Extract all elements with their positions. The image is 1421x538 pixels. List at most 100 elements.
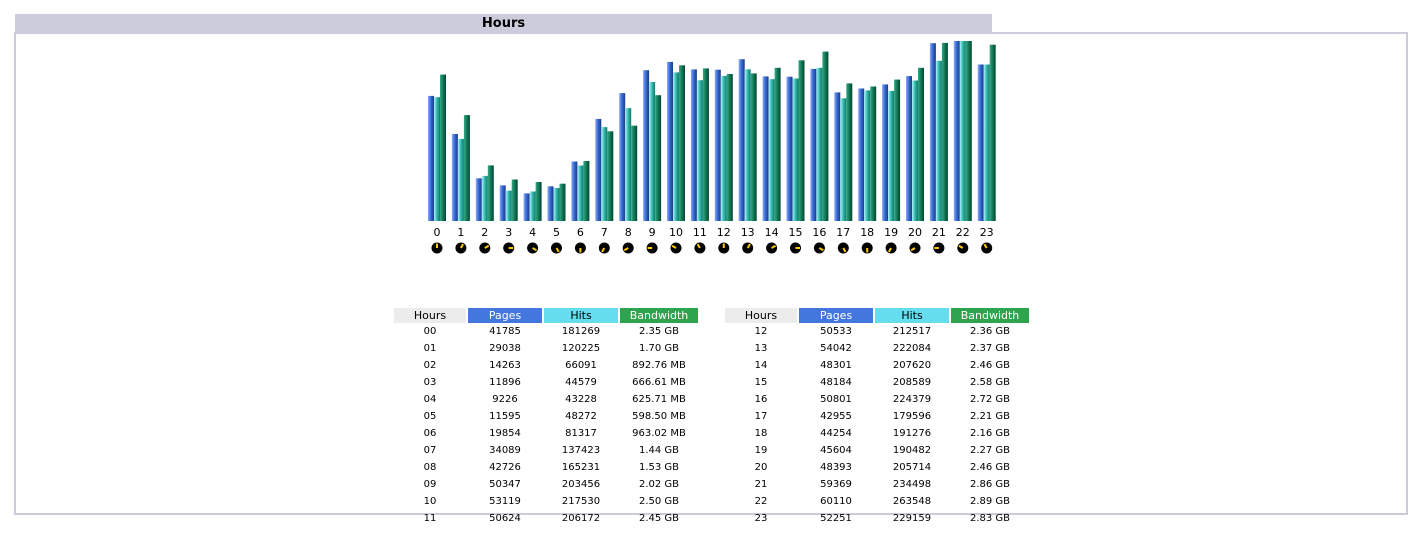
hits-cell: 212517: [892, 326, 932, 337]
hits-bar: [816, 67, 823, 221]
clock-icon: [551, 242, 562, 254]
hour-cell: 20: [754, 462, 768, 473]
hits-cell: 181269: [561, 326, 601, 337]
pages-bar: [738, 59, 745, 222]
table-row: 03 11896 44579 666.61 MB: [394, 374, 698, 391]
x-tick-label: 10: [669, 226, 683, 239]
hits-cell: 208589: [892, 377, 932, 388]
x-tick-label: 6: [577, 226, 584, 239]
table-row: 04 9226 43228 625.71 MB: [394, 391, 698, 408]
hits-bar: [983, 64, 990, 221]
clock-icon: [527, 242, 539, 254]
bandwidth-bar: [655, 95, 662, 221]
pages-cell: 50624: [489, 513, 521, 524]
x-tick-label: 12: [717, 226, 731, 239]
hour-cell: 07: [423, 445, 437, 456]
bandwidth-bar: [918, 67, 924, 221]
x-tick-label: 19: [884, 226, 898, 239]
pages-bar: [810, 68, 817, 222]
section-title: Hours: [15, 14, 992, 33]
bandwidth-cell: 666.61 MB: [632, 377, 686, 388]
hits-bar: [792, 78, 799, 221]
bandwidth-cell: 2.02 GB: [638, 479, 680, 490]
bandwidth-bar: [750, 73, 757, 222]
hours-bar-chart: 0 1 2 3 4 5 6 7 8 9 10 11 12 13 14 15 16 17 18 19 20 21 22 23: [428, 41, 996, 254]
table-row: 17 42955 179596 2.21 GB: [725, 408, 1029, 425]
x-tick-label: 20: [908, 226, 922, 239]
bandwidth-bar: [870, 86, 877, 221]
bandwidth-cell: 2.46 GB: [969, 462, 1011, 473]
bandwidth-cell: 2.16 GB: [969, 428, 1011, 439]
table-row: 06 19854 81317 963.02 MB: [394, 425, 698, 442]
hits-cell: 229159: [892, 513, 932, 524]
table-row: 05 11595 48272 598.50 MB: [394, 408, 698, 425]
pages-bar: [499, 185, 506, 221]
pages-cell: 50347: [489, 479, 521, 490]
pages-cell: 42726: [489, 462, 521, 473]
bandwidth-bar: [941, 42, 948, 222]
x-tick-label: 9: [649, 226, 656, 239]
table-row: 00 41785 181269 2.35 GB: [394, 323, 698, 340]
bandwidth-bar: [679, 65, 685, 221]
bandwidth-cell: 2.86 GB: [969, 479, 1011, 490]
bandwidth-bar: [535, 182, 542, 221]
bandwidth-bar: [487, 165, 494, 221]
bandwidth-bar: [631, 125, 638, 221]
pages-cell: 29038: [489, 343, 521, 354]
hour-cell: 22: [754, 496, 768, 507]
col-header-bandwidth: Bandwidth: [951, 308, 1029, 323]
bandwidth-cell: 2.21 GB: [969, 411, 1011, 422]
clock-icon: [455, 242, 467, 254]
col-header-hits: Hits: [544, 308, 618, 323]
hits-cell: 206172: [561, 513, 601, 524]
x-tick-label: 11: [693, 226, 707, 239]
clock-icon: [646, 242, 658, 254]
hour-cell: 03: [423, 377, 437, 388]
hour-cell: 19: [754, 445, 768, 456]
clock-icon: [598, 242, 610, 254]
bandwidth-cell: 2.46 GB: [969, 360, 1011, 371]
table-row: 12 50533 212517 2.36 GB: [725, 323, 1029, 340]
bandwidth-cell: 2.72 GB: [969, 394, 1011, 405]
hits-bar: [457, 138, 464, 221]
x-tick-label: 1: [457, 226, 464, 239]
x-tick-label: 16: [812, 226, 826, 239]
pages-bar: [667, 61, 673, 222]
clock-icon: [622, 242, 634, 254]
pages-bar: [595, 118, 602, 221]
hits-cell: 43228: [565, 394, 597, 405]
clock-icon: [813, 242, 825, 254]
pages-cell: 44254: [820, 428, 852, 439]
pages-cell: 11595: [489, 411, 521, 422]
hour-cell: 00: [423, 326, 437, 337]
hits-cell: 191276: [892, 428, 932, 439]
hits-bar: [601, 127, 608, 221]
bandwidth-bar: [798, 60, 805, 221]
pages-bar: [762, 76, 769, 222]
x-tick-label: 21: [932, 226, 946, 239]
hits-cell: 190482: [892, 445, 932, 456]
hits-bar: [649, 82, 656, 221]
hits-bar: [744, 69, 751, 221]
bandwidth-cell: 2.50 GB: [638, 496, 680, 507]
clock-icon: [790, 242, 801, 254]
hits-cell: 66091: [565, 360, 597, 371]
bandwidth-cell: 2.58 GB: [969, 377, 1011, 388]
clock-icon: [479, 242, 491, 254]
hour-cell: 21: [754, 479, 768, 490]
pages-cell: 48184: [820, 377, 852, 388]
pages-cell: 50533: [820, 326, 852, 337]
pages-bar: [882, 84, 889, 222]
clock-icon: [742, 242, 754, 254]
col-header-hours: Hours: [394, 308, 466, 323]
pages-cell: 45604: [820, 445, 852, 456]
hits-bar: [864, 90, 871, 222]
bandwidth-cell: 1.70 GB: [638, 343, 680, 354]
pages-bar: [953, 41, 960, 221]
hour-cell: 05: [423, 411, 437, 422]
bandwidth-cell: 2.27 GB: [969, 445, 1011, 456]
clock-icon: [694, 242, 706, 254]
clock-icon: [957, 242, 969, 254]
x-tick-label: 22: [956, 226, 970, 239]
bandwidth-bar: [989, 44, 996, 222]
